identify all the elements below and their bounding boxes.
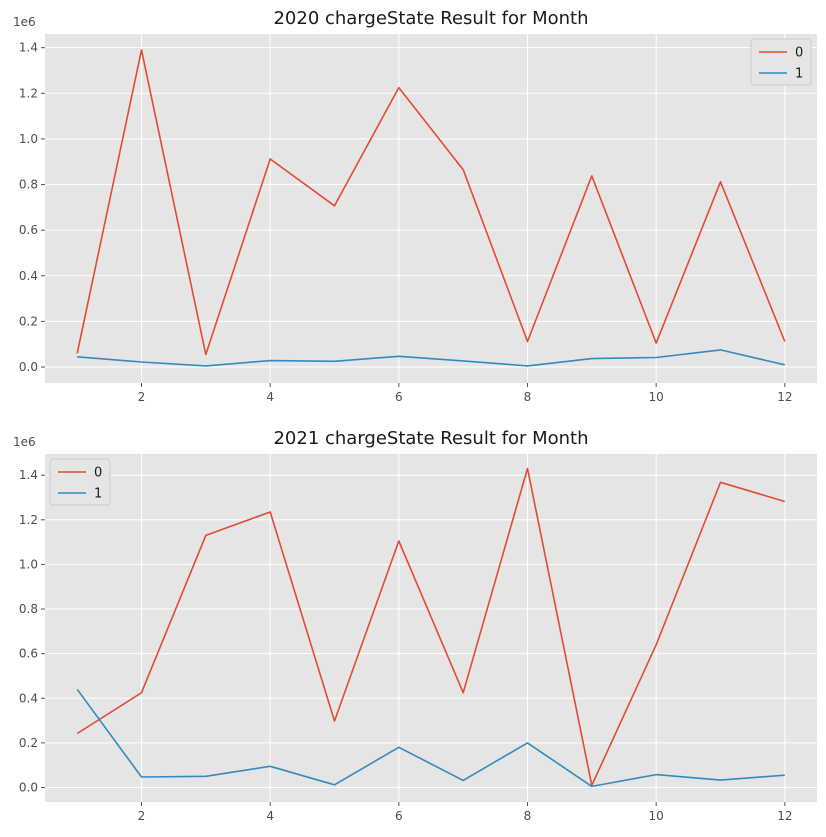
legend-label-1: 1 — [94, 487, 102, 502]
y-tick-label: 0.2 — [19, 314, 38, 328]
y-offset-label: 1e6 — [13, 15, 36, 29]
y-tick-label: 0.6 — [19, 223, 38, 237]
series-line-1 — [76, 688, 785, 788]
y-tick-label: 0.4 — [19, 269, 38, 283]
y-tick-label: 1.0 — [19, 557, 38, 571]
x-tick-label: 12 — [777, 809, 792, 823]
y-tick-label: 1.4 — [19, 468, 38, 482]
x-tick-label: 2 — [138, 809, 146, 823]
y-tick-label: 0.0 — [19, 781, 38, 795]
chart-title: 2021 chargeState Result for Month — [273, 428, 588, 449]
x-tick-label: 2 — [138, 390, 146, 404]
legend-label-1: 1 — [795, 67, 803, 82]
series-line-0 — [76, 467, 786, 787]
x-tick-label: 8 — [524, 390, 532, 404]
y-tick-label: 0.8 — [19, 178, 38, 192]
y-tick-label: 1.2 — [19, 513, 38, 527]
x-tick-label: 4 — [266, 809, 274, 823]
legend: 01 — [49, 458, 111, 506]
y-tick-label: 0.6 — [19, 647, 38, 661]
legend: 01 — [750, 38, 812, 86]
y-tick-label: 0.4 — [19, 691, 38, 705]
x-tick-label: 4 — [266, 390, 274, 404]
chart-title: 2020 chargeState Result for Month — [273, 8, 588, 29]
x-tick-label: 6 — [395, 390, 403, 404]
y-tick-label: 0.8 — [19, 602, 38, 616]
plot-area — [45, 34, 817, 383]
y-tick-label: 0.2 — [19, 736, 38, 750]
y-tick-label: 1.4 — [19, 41, 38, 55]
plot-area — [45, 454, 817, 802]
series-line-1 — [77, 349, 785, 367]
y-tick-label: 1.2 — [19, 86, 38, 100]
series-line-0 — [76, 49, 786, 356]
x-tick-label: 6 — [395, 809, 403, 823]
y-tick-label: 0.0 — [19, 360, 38, 374]
x-tick-label: 8 — [524, 809, 532, 823]
x-tick-label: 12 — [777, 390, 792, 404]
x-tick-label: 10 — [649, 809, 664, 823]
x-tick-label: 10 — [649, 390, 664, 404]
y-tick-label: 1.0 — [19, 132, 38, 146]
legend-label-0: 0 — [94, 466, 102, 481]
y-offset-label: 1e6 — [13, 435, 36, 449]
legend-label-0: 0 — [795, 46, 803, 61]
